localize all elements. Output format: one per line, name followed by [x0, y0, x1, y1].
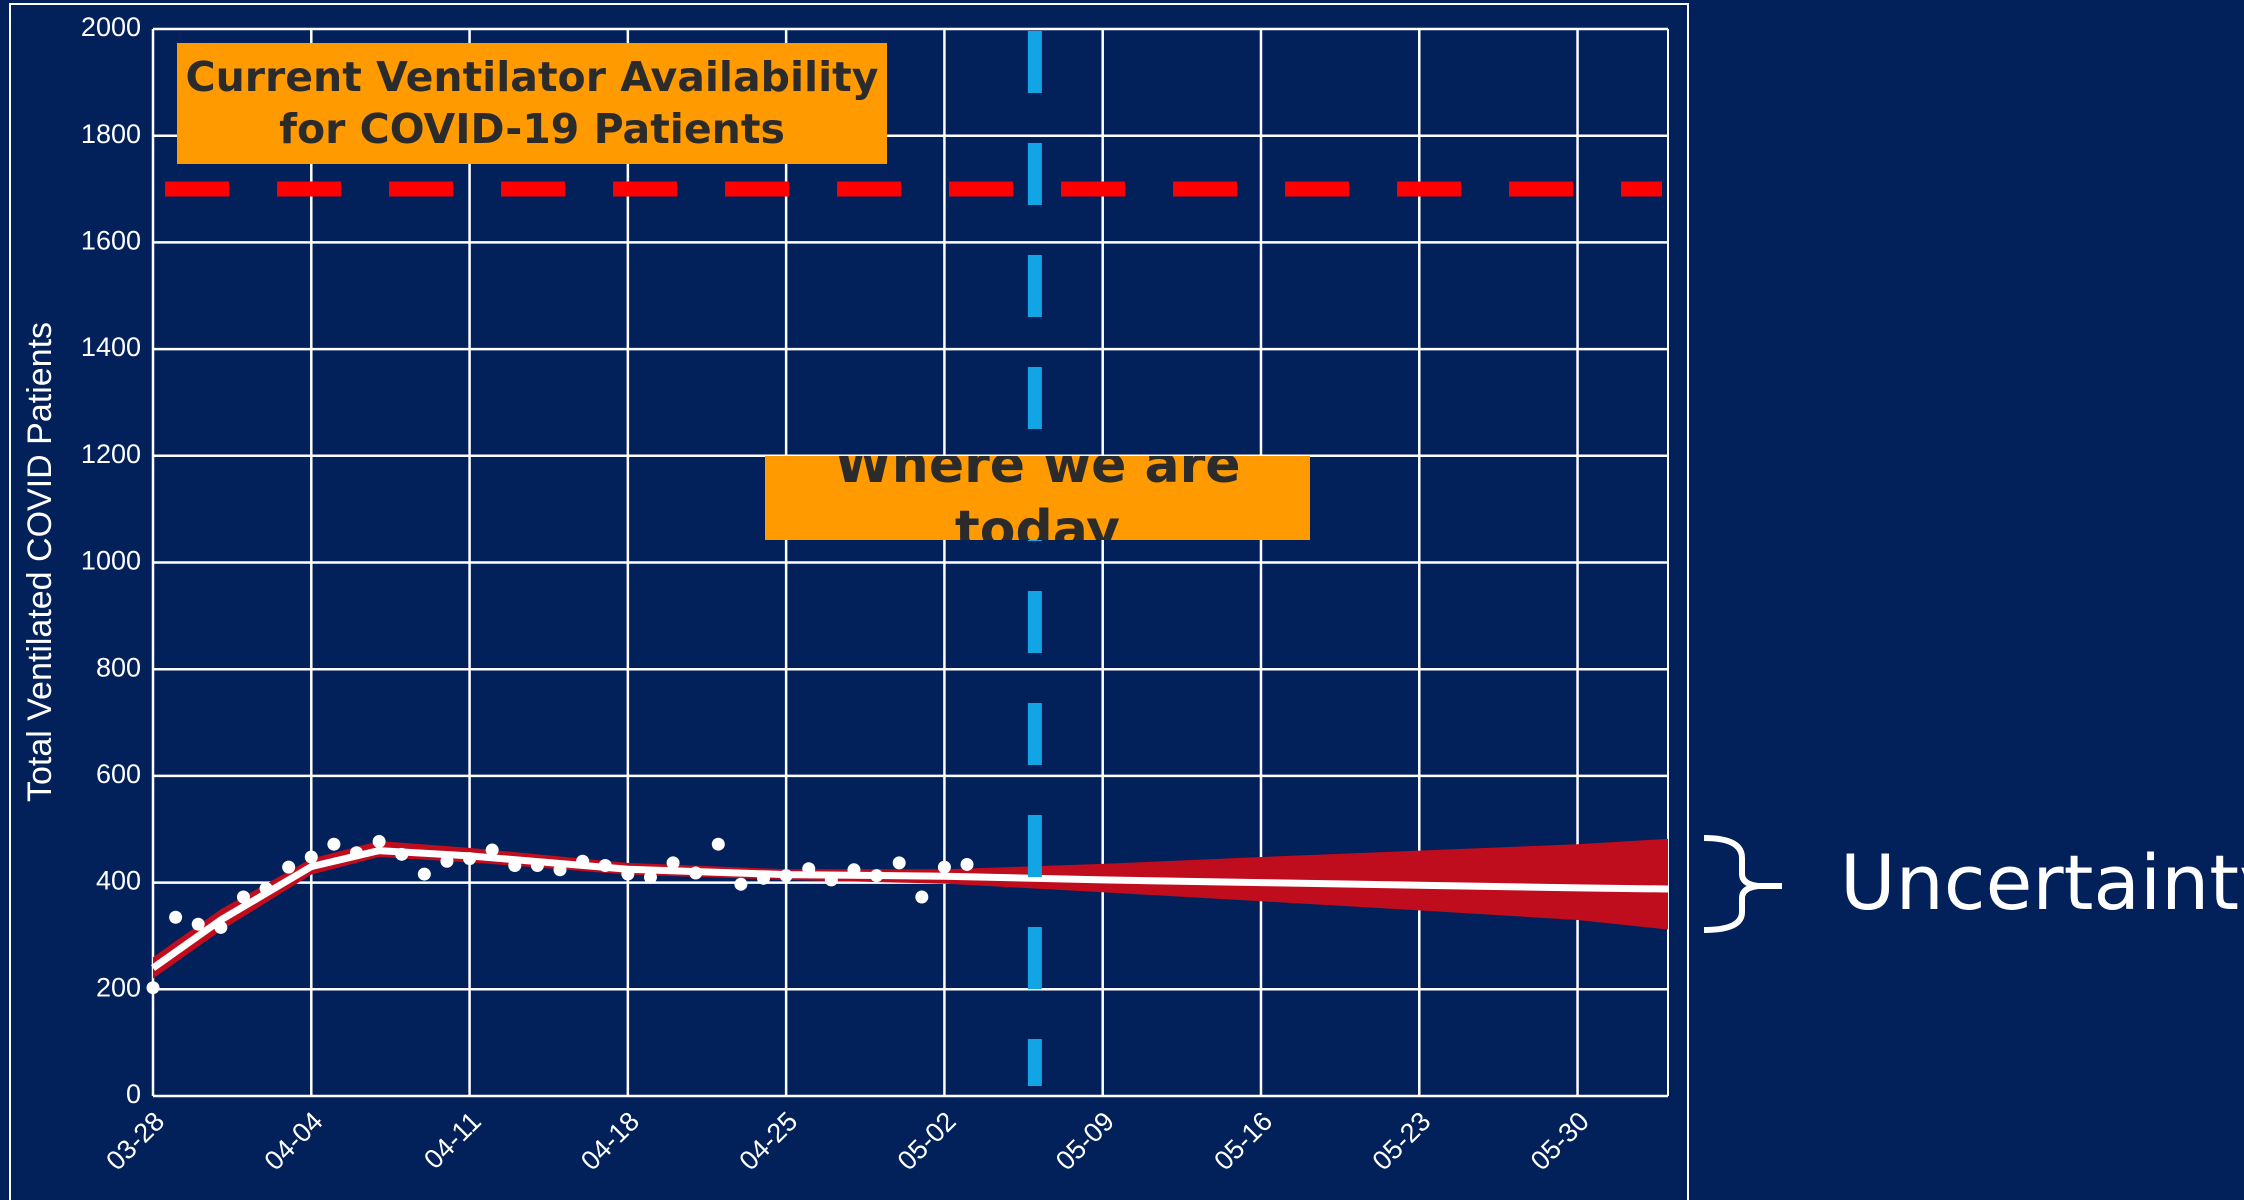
observed-point	[779, 869, 793, 883]
x-tick-label: 05-16	[1208, 1106, 1278, 1176]
y-tick-label: 2000	[81, 12, 141, 42]
observed-point	[463, 852, 477, 866]
observed-point	[417, 867, 431, 881]
y-tick-label: 0	[126, 1079, 141, 1109]
x-tick-label: 04-11	[418, 1106, 487, 1175]
observed-point	[915, 890, 929, 904]
observed-point	[643, 870, 657, 884]
observed-point	[304, 850, 318, 864]
observed-point	[576, 854, 590, 868]
observed-point	[146, 981, 160, 995]
observed-point	[372, 835, 386, 849]
observed-point	[824, 873, 838, 887]
observed-point	[282, 860, 296, 874]
capacity-label: Current Ventilator Availability for COVI…	[177, 43, 887, 164]
y-tick-label: 1800	[81, 119, 141, 149]
x-tick-label: 04-18	[575, 1106, 645, 1176]
observed-point	[847, 863, 861, 877]
observed-point	[485, 843, 499, 857]
y-tick-label: 200	[96, 972, 141, 1002]
observed-point	[508, 859, 522, 873]
observed-point	[530, 859, 544, 873]
y-tick-label: 800	[96, 652, 141, 682]
observed-point	[259, 881, 273, 895]
x-tick-label: 05-09	[1050, 1106, 1120, 1176]
y-tick-label: 400	[96, 866, 141, 896]
today-label-box: Where we are today	[765, 456, 1310, 540]
observed-point	[621, 867, 635, 881]
observed-point	[350, 846, 364, 860]
observed-point	[689, 866, 703, 880]
y-tick-label: 1200	[81, 439, 141, 469]
uncertainty-brace	[1703, 835, 1782, 933]
observed-point	[757, 871, 771, 885]
uncertainty-label: Uncertainty	[1840, 838, 2244, 927]
chart-frame	[9, 3, 1689, 1200]
observed-point	[870, 869, 884, 883]
y-tick-label: 1600	[81, 226, 141, 256]
y-tick-label: 600	[96, 759, 141, 789]
observed-point	[169, 910, 183, 924]
x-tick-label: 05-30	[1525, 1106, 1595, 1176]
y-axis-label: Total Ventilated COVID Patients	[21, 322, 59, 802]
observed-point	[236, 890, 250, 904]
observed-point	[802, 862, 816, 876]
observed-point	[395, 847, 409, 861]
x-tick-label: 04-04	[259, 1106, 329, 1176]
x-tick-label: 04-25	[733, 1106, 803, 1176]
observed-point	[214, 920, 228, 934]
today-label: Where we are today	[765, 456, 1310, 540]
observed-point	[327, 837, 341, 851]
observed-point	[440, 854, 454, 868]
observed-point	[666, 856, 680, 870]
uncertainty-band	[153, 838, 1668, 979]
observed-point	[711, 837, 725, 851]
observed-point	[937, 860, 951, 874]
observed-point	[734, 877, 748, 891]
observed-point	[598, 859, 612, 873]
observed-point	[960, 857, 974, 871]
observed-point	[191, 917, 205, 931]
capacity-label-box: Current Ventilator Availability for COVI…	[177, 43, 887, 164]
x-tick-label: 05-02	[892, 1106, 962, 1176]
x-tick-label: 03-28	[100, 1106, 170, 1176]
x-tick-label: 05-23	[1367, 1106, 1437, 1176]
observed-point	[892, 856, 906, 870]
observed-point	[553, 863, 567, 877]
y-tick-label: 1000	[81, 546, 141, 576]
y-tick-label: 1400	[81, 332, 141, 362]
